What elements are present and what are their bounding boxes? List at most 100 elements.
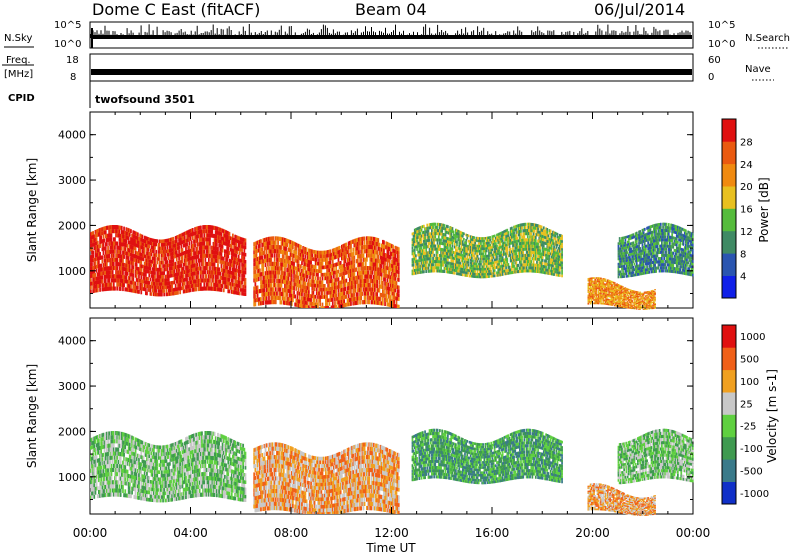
power-cell	[412, 232, 415, 235]
power-cell	[378, 251, 381, 256]
power-cell	[228, 270, 231, 275]
power-cell	[295, 298, 298, 303]
power-cell	[236, 287, 239, 292]
power-cell	[135, 243, 138, 248]
power-cell	[234, 268, 237, 272]
power-cell	[222, 288, 225, 293]
power-cell	[418, 241, 421, 245]
power-cell	[437, 263, 440, 267]
power-cell	[137, 285, 139, 290]
power-cell	[165, 285, 168, 289]
power-cell	[436, 232, 439, 236]
power-cell	[96, 256, 99, 261]
power-cell	[172, 266, 175, 270]
power-cell	[191, 267, 194, 272]
power-cell	[358, 245, 360, 251]
power-cell	[118, 262, 121, 267]
power-cell	[415, 239, 417, 243]
power-cell	[331, 263, 334, 268]
power-cell	[146, 276, 148, 281]
power-cell	[320, 273, 323, 277]
power-cell	[315, 306, 318, 308]
power-cell	[330, 271, 333, 276]
power-cell	[286, 251, 289, 256]
power-cell	[428, 251, 431, 255]
power-cell	[116, 245, 119, 250]
power-cell	[135, 262, 138, 267]
power-cell	[126, 251, 129, 256]
power-cell	[420, 234, 423, 238]
power-cell	[493, 271, 496, 275]
power-cell	[428, 223, 431, 227]
power-cell	[141, 249, 144, 254]
power-cell	[313, 294, 316, 299]
power-cell	[233, 256, 235, 261]
power-cell	[351, 276, 353, 281]
power-cell	[104, 270, 107, 275]
power-cell	[265, 292, 268, 297]
power-cell	[122, 287, 124, 292]
power-cell	[156, 257, 159, 261]
power-cell	[183, 258, 186, 263]
power-cell	[384, 265, 386, 270]
power-cell	[336, 250, 339, 255]
power-cell	[429, 257, 432, 261]
power-cell	[320, 261, 323, 266]
power-cell	[419, 235, 422, 238]
power-cell	[91, 247, 93, 251]
power-cell	[102, 238, 105, 243]
power-cell	[370, 287, 373, 292]
power-cell	[123, 242, 125, 247]
power-cell	[166, 238, 169, 243]
power-cell	[418, 265, 421, 269]
power-cell	[360, 262, 363, 267]
power-cell	[382, 289, 384, 294]
date-title: 06/Jul/2014	[594, 0, 685, 19]
power-cell	[151, 278, 154, 282]
power-cell	[94, 277, 97, 281]
power-cell	[145, 280, 147, 285]
power-cell	[371, 245, 374, 250]
power-cell	[145, 276, 147, 281]
power-cell	[351, 268, 353, 273]
power-cell	[147, 277, 150, 281]
power-cell	[104, 230, 107, 235]
power-cell	[370, 300, 373, 305]
power-cell	[354, 251, 357, 256]
power-cell	[257, 301, 260, 306]
power-cell	[397, 304, 400, 308]
power-cell	[202, 253, 204, 258]
power-cell	[425, 260, 428, 264]
power-cell	[334, 297, 336, 302]
power-cell	[397, 266, 400, 271]
power-cell	[281, 266, 284, 271]
power-cell	[375, 283, 377, 288]
power-cell	[380, 272, 383, 277]
power-cell	[228, 266, 231, 271]
power-cell	[350, 244, 352, 249]
power-cell	[214, 266, 217, 271]
power-cell	[333, 252, 335, 256]
power-cell	[122, 238, 124, 243]
power-cell	[363, 249, 366, 254]
power-cell	[155, 242, 158, 247]
power-cell	[92, 281, 95, 286]
power-cell	[293, 265, 295, 270]
power-cell	[163, 278, 166, 283]
power-cell	[428, 226, 431, 230]
power-cell	[396, 254, 399, 259]
power-cell	[364, 278, 367, 283]
power-cell	[360, 296, 363, 301]
power-cell	[273, 299, 276, 305]
power-cell	[304, 250, 307, 255]
power-cell	[261, 259, 264, 264]
power-cell	[322, 272, 325, 277]
power-cell	[274, 300, 277, 305]
power-cell	[289, 272, 292, 277]
power-cell	[282, 275, 285, 280]
power-cell	[270, 278, 273, 284]
power-cell	[424, 254, 426, 258]
power-cell	[218, 283, 221, 288]
power-cell	[123, 267, 125, 271]
power-cell	[253, 262, 256, 267]
